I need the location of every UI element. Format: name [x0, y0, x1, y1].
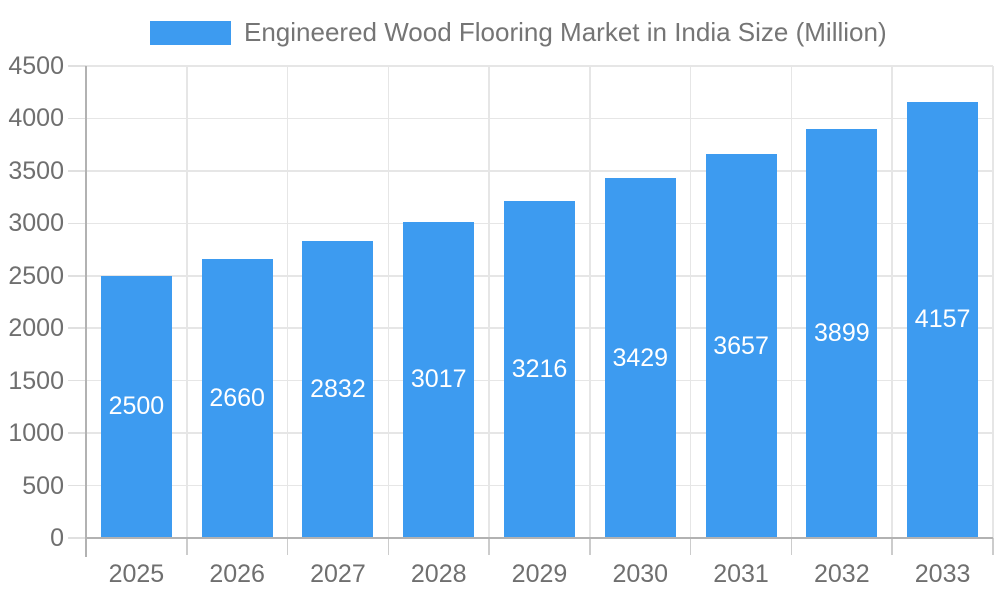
- bar-value-label: 3429: [612, 343, 669, 372]
- gridline-x-boundary-4: [488, 66, 490, 538]
- y-axis-label: 3500: [8, 156, 64, 185]
- legend: Engineered Wood Flooring Market in India…: [150, 17, 887, 48]
- x-tick-7: [790, 538, 793, 555]
- x-axis-label-2029: 2029: [511, 560, 568, 588]
- x-axis-label-2025: 2025: [108, 560, 165, 588]
- gridline-x-boundary-8: [891, 66, 893, 538]
- bar-2026[interactable]: 2660: [201, 258, 273, 538]
- bar-2031[interactable]: 3657: [705, 154, 777, 538]
- x-tick-3: [387, 538, 390, 555]
- x-axis-label-2030: 2030: [612, 560, 669, 588]
- y-axis-label: 1000: [8, 419, 64, 448]
- bar-value-label: 4157: [914, 305, 971, 334]
- bar-2032[interactable]: 3899: [806, 129, 878, 538]
- x-tick-8: [891, 538, 893, 555]
- x-tick-2: [286, 538, 289, 555]
- gridline-x-boundary-9: [992, 66, 994, 538]
- y-tick-1500: [68, 379, 86, 382]
- bar-2033[interactable]: 4157: [907, 101, 979, 538]
- gridline-x-boundary-7: [790, 66, 793, 538]
- x-axis-label-2033: 2033: [914, 560, 971, 588]
- x-tick-5: [589, 538, 591, 555]
- bar-2027[interactable]: 2832: [302, 240, 374, 538]
- bar-value-label: 3216: [511, 354, 568, 383]
- y-axis-label: 4000: [8, 104, 64, 133]
- bar-value-label: 3017: [410, 365, 467, 394]
- bar-2029[interactable]: 3216: [504, 200, 575, 538]
- y-tick-500: [68, 484, 86, 487]
- gridline-y-4000: [86, 117, 993, 120]
- x-tick-6: [689, 538, 692, 555]
- gridline-y-4500: [86, 65, 993, 67]
- y-tick-2000: [68, 327, 86, 329]
- y-tick-4000: [68, 117, 86, 120]
- y-tick-3000: [68, 222, 86, 225]
- x-axis-label-2026: 2026: [209, 560, 265, 588]
- x-tick-1: [186, 538, 188, 555]
- bar-2025[interactable]: 2500: [100, 275, 172, 538]
- y-axis-line: [85, 66, 87, 557]
- x-axis-label-2028: 2028: [410, 560, 467, 588]
- x-axis-line: [86, 537, 993, 539]
- y-tick-4500: [68, 65, 86, 67]
- x-axis-label-2027: 2027: [310, 560, 366, 588]
- gridline-x-boundary-1: [186, 66, 188, 538]
- gridline-x-boundary-3: [387, 66, 390, 538]
- y-axis-label: 500: [22, 471, 64, 500]
- bar-value-label: 3899: [814, 319, 870, 347]
- gridline-y-3500: [86, 170, 993, 172]
- y-axis-label: 0: [50, 524, 64, 552]
- bar-value-label: 2832: [310, 374, 366, 403]
- x-axis-label-2031: 2031: [713, 560, 769, 588]
- gridline-x-boundary-6: [689, 66, 692, 538]
- bar-value-label: 2500: [108, 392, 165, 421]
- bar-2028[interactable]: 3017: [403, 221, 475, 538]
- y-tick-2500: [68, 275, 86, 277]
- y-axis-label: 4500: [8, 52, 64, 80]
- y-axis-label: 1500: [8, 366, 64, 395]
- x-axis-label-2032: 2032: [814, 560, 870, 588]
- bar-value-label: 3657: [713, 331, 769, 360]
- x-tick-4: [488, 538, 490, 555]
- legend-swatch: [150, 20, 231, 45]
- y-axis-label: 2000: [8, 314, 64, 343]
- y-tick-1000: [68, 432, 86, 434]
- y-axis-label: 2500: [8, 261, 64, 290]
- y-tick-0: [68, 537, 86, 539]
- x-tick-9: [992, 538, 994, 555]
- y-axis-label: 3000: [8, 209, 64, 238]
- legend-label: Engineered Wood Flooring Market in India…: [244, 17, 887, 47]
- gridline-x-boundary-2: [286, 66, 289, 538]
- bar-value-label: 2660: [209, 383, 265, 412]
- y-tick-3500: [68, 170, 86, 172]
- bar-2030[interactable]: 3429: [604, 178, 676, 538]
- gridline-x-boundary-5: [589, 66, 591, 538]
